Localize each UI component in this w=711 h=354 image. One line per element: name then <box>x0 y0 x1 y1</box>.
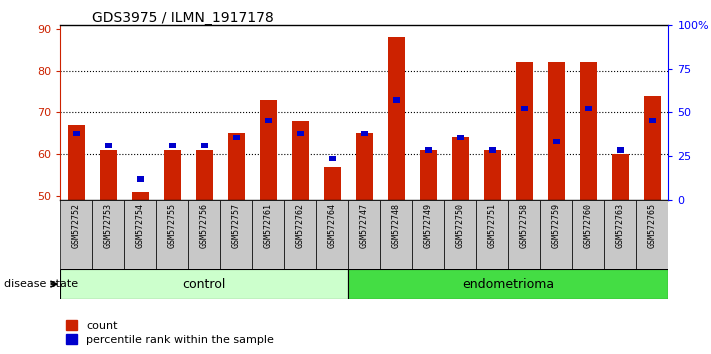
Bar <box>412 200 444 269</box>
Bar <box>132 192 149 200</box>
Text: GSM572763: GSM572763 <box>616 204 625 249</box>
Bar <box>643 96 661 200</box>
Text: GSM572750: GSM572750 <box>456 204 465 249</box>
Bar <box>329 155 336 161</box>
Bar <box>380 200 412 269</box>
Bar <box>292 121 309 200</box>
Bar <box>521 105 528 111</box>
Bar <box>324 167 341 200</box>
Text: GSM572748: GSM572748 <box>392 204 401 249</box>
Bar <box>188 200 220 269</box>
Bar <box>68 125 85 200</box>
Bar <box>483 150 501 200</box>
Bar <box>233 135 240 140</box>
Bar <box>457 135 464 140</box>
Bar <box>387 37 405 200</box>
Bar <box>348 269 668 299</box>
Bar <box>105 143 112 148</box>
Text: GSM572764: GSM572764 <box>328 204 337 249</box>
Bar <box>156 200 188 269</box>
Text: GSM572761: GSM572761 <box>264 204 273 249</box>
Bar <box>476 200 508 269</box>
Bar <box>508 200 540 269</box>
Text: GDS3975 / ILMN_1917178: GDS3975 / ILMN_1917178 <box>92 11 274 25</box>
Text: GSM572754: GSM572754 <box>136 204 145 249</box>
Bar <box>393 97 400 103</box>
Bar <box>489 147 496 153</box>
Bar <box>60 269 348 299</box>
Bar <box>547 62 565 200</box>
Bar <box>201 143 208 148</box>
Bar <box>444 200 476 269</box>
Bar <box>316 200 348 269</box>
Text: GSM572762: GSM572762 <box>296 204 305 249</box>
Bar <box>220 200 252 269</box>
Text: control: control <box>183 278 226 291</box>
Bar <box>636 200 668 269</box>
Text: GSM572759: GSM572759 <box>552 204 561 249</box>
Bar <box>169 143 176 148</box>
Bar <box>164 150 181 200</box>
Bar <box>649 118 656 124</box>
Bar <box>611 154 629 200</box>
Bar <box>572 200 604 269</box>
Bar <box>284 200 316 269</box>
Bar <box>265 118 272 124</box>
Text: GSM572747: GSM572747 <box>360 204 369 249</box>
Bar <box>419 150 437 200</box>
Bar <box>260 100 277 200</box>
Bar <box>100 150 117 200</box>
Bar <box>92 200 124 269</box>
Bar <box>196 150 213 200</box>
Bar <box>252 200 284 269</box>
Text: endometrioma: endometrioma <box>462 278 555 291</box>
Bar <box>228 133 245 200</box>
Bar <box>348 200 380 269</box>
Bar <box>124 200 156 269</box>
Text: GSM572749: GSM572749 <box>424 204 433 249</box>
Bar <box>540 200 572 269</box>
Bar <box>356 133 373 200</box>
Bar <box>137 176 144 182</box>
Text: GSM572755: GSM572755 <box>168 204 177 249</box>
Text: GSM572756: GSM572756 <box>200 204 209 249</box>
Bar <box>297 131 304 136</box>
Bar <box>425 147 432 153</box>
Bar <box>451 137 469 200</box>
Bar <box>604 200 636 269</box>
Text: GSM572757: GSM572757 <box>232 204 241 249</box>
Text: GSM572760: GSM572760 <box>584 204 593 249</box>
Bar <box>617 147 624 153</box>
Bar <box>579 62 597 200</box>
Text: GSM572753: GSM572753 <box>104 204 113 249</box>
Bar <box>553 139 560 144</box>
Text: disease state: disease state <box>4 279 77 289</box>
Text: GSM572758: GSM572758 <box>520 204 529 249</box>
Bar <box>585 105 592 111</box>
Text: GSM572752: GSM572752 <box>72 204 81 249</box>
Bar <box>73 131 80 136</box>
Legend: count, percentile rank within the sample: count, percentile rank within the sample <box>66 320 274 345</box>
Text: GSM572765: GSM572765 <box>648 204 657 249</box>
Bar <box>60 200 92 269</box>
Bar <box>361 131 368 136</box>
Text: GSM572751: GSM572751 <box>488 204 497 249</box>
Bar <box>515 62 533 200</box>
